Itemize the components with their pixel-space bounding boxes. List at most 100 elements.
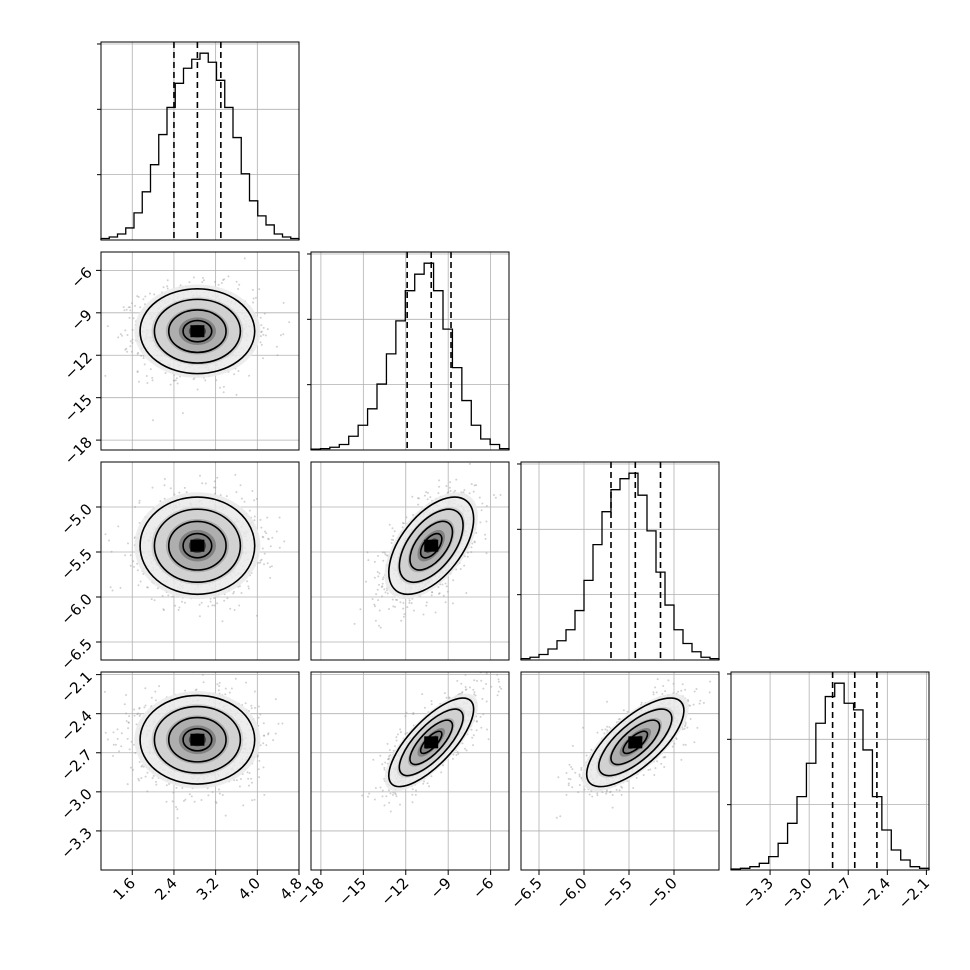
contour-line (182, 319, 213, 343)
scatter-point (229, 607, 232, 610)
scatter-point (252, 301, 254, 304)
scatter-point (129, 554, 132, 557)
scatter-point (447, 491, 450, 494)
scatter-point (470, 483, 473, 486)
scatter-point (223, 599, 226, 602)
scatter-point (384, 591, 387, 594)
scatter-point (146, 586, 149, 589)
scatter-point (112, 754, 114, 757)
scatter-point (112, 731, 115, 734)
scatter-point (270, 565, 273, 568)
scatter-point (484, 537, 487, 540)
scatter-point (202, 279, 205, 282)
scatter-point (125, 308, 128, 311)
scatter-point (266, 328, 269, 331)
scatter-point (143, 363, 146, 366)
scatter-point (200, 799, 203, 801)
scatter-point (166, 287, 169, 290)
scatter-point (124, 329, 127, 332)
scatter-point (139, 580, 142, 583)
scatter-point (154, 690, 157, 693)
scatter-point (233, 590, 235, 593)
scatter-point (257, 716, 260, 719)
scatter-point (251, 781, 253, 784)
scatter-point (159, 500, 162, 503)
scatter-point (151, 486, 154, 489)
scatter-point (412, 609, 415, 612)
scatter-point (267, 733, 270, 736)
scatter-point (239, 484, 242, 487)
scatter-point (162, 608, 165, 611)
scatter-point (137, 777, 140, 780)
scatter-point (161, 595, 164, 597)
scatter-point (390, 542, 393, 544)
scatter-point (238, 283, 241, 286)
scatter-point (463, 564, 466, 567)
scatter-point (192, 276, 195, 279)
scatter-point (384, 553, 387, 556)
contour-line (387, 496, 475, 596)
scatter-point (146, 586, 149, 589)
scatter-point (133, 714, 136, 717)
scatter-point (410, 602, 413, 605)
scatter-point (265, 532, 268, 535)
scatter-point (473, 540, 476, 543)
scatter-point (136, 569, 139, 572)
panel-content (101, 672, 299, 870)
scatter-point (442, 594, 445, 597)
scatter-point (471, 542, 474, 545)
scatter-point (209, 597, 212, 600)
scatter-point (462, 491, 465, 494)
scatter-point (127, 542, 129, 545)
scatter-point (278, 546, 281, 549)
scatter-point (259, 713, 262, 716)
contour-line (167, 309, 227, 354)
scatter-point (260, 526, 263, 529)
scatter-point (144, 687, 147, 690)
scatter-point (381, 578, 384, 581)
scatter-point (259, 316, 262, 319)
scatter-point (258, 288, 261, 291)
scatter-point (466, 551, 469, 554)
scatter-point (171, 800, 174, 803)
scatter-point (411, 495, 414, 498)
scatter-point (264, 334, 267, 337)
scatter-point (267, 537, 269, 540)
scatter-point (138, 707, 141, 710)
scatter-point (366, 551, 369, 554)
scatter-point (145, 375, 148, 377)
scatter-point (253, 515, 256, 518)
scatter-point (226, 597, 229, 600)
scatter-point (132, 560, 135, 563)
scatter-point (391, 598, 394, 601)
scatter-point (235, 393, 238, 396)
scatter-point (275, 530, 278, 533)
scatter-point (254, 706, 256, 709)
scatter-point (240, 592, 243, 594)
scatter-point (425, 491, 428, 494)
scatter-point (252, 297, 255, 300)
scatter-point (142, 357, 145, 360)
scatter-point (150, 598, 153, 601)
scatter-point (137, 296, 140, 298)
scatter-point (156, 587, 159, 590)
scatter-point (152, 419, 154, 422)
scatter-point (247, 585, 250, 588)
panel-frame (100, 41, 300, 241)
scatter-point (117, 336, 120, 339)
scatter-point (199, 474, 201, 477)
scatter-point (446, 590, 449, 593)
scatter-point (233, 779, 236, 782)
density-peak (190, 325, 205, 338)
scatter-point (434, 611, 437, 614)
scatter-point (122, 306, 125, 309)
scatter-point (251, 288, 254, 291)
scatter-point (263, 552, 266, 555)
scatter-point (238, 604, 241, 607)
scatter-point (401, 526, 404, 529)
scatter-point (126, 350, 129, 353)
scatter-point (139, 306, 142, 309)
histogram-step (310, 262, 510, 450)
histogram-panel-2 (517, 461, 720, 661)
